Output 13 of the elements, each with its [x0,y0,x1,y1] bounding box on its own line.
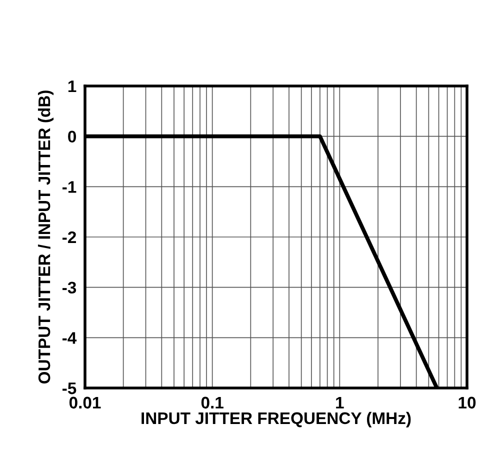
x-tick-label: 0.01 [69,396,101,409]
y-tick-label: -2 [62,231,76,244]
y-tick-label: 0 [68,130,76,143]
y-tick-label: -1 [62,181,76,193]
x-tick-label: 1 [336,396,344,408]
y-tick-label: 1 [68,80,76,92]
x-axis-title: INPUT JITTER FREQUENCY (MHz) [142,412,411,428]
x-tick-label: 10 [458,396,476,409]
y-axis-title: OUTPUT JITTER / INPUT JITTER (dB) [38,90,54,384]
y-tick-label: -4 [62,332,77,344]
y-tick-label: -3 [62,282,76,294]
x-tick-label: 0.1 [201,396,224,409]
y-tick-label: -5 [62,382,76,394]
